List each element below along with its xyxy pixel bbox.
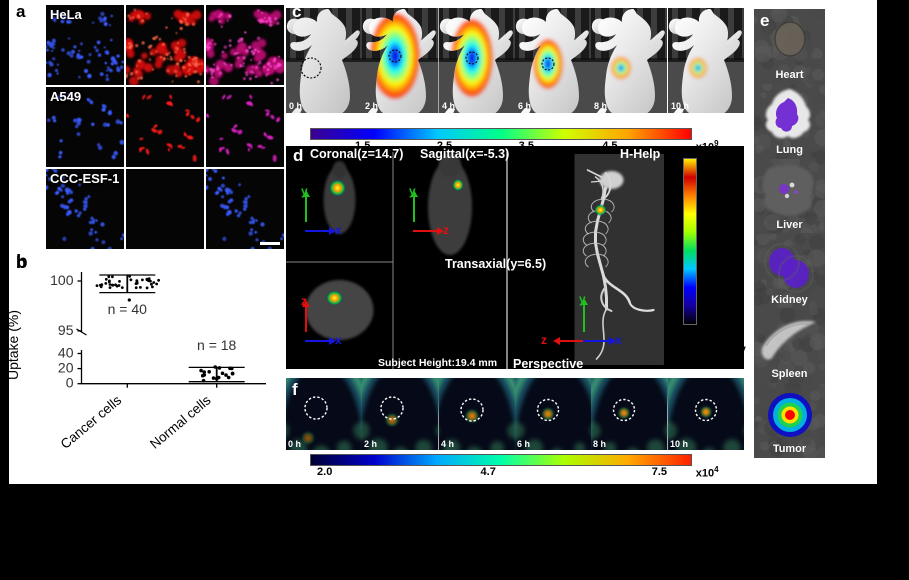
svg-text:n = 40: n = 40	[108, 301, 148, 317]
svg-text:2 h: 2 h	[364, 439, 377, 449]
svg-text:10 h: 10 h	[670, 439, 688, 449]
svg-text:0: 0	[66, 375, 74, 391]
svg-text:6 h: 6 h	[517, 439, 530, 449]
svg-text:0 h: 0 h	[289, 101, 302, 111]
svg-text:2 h: 2 h	[365, 101, 378, 111]
svg-text:Normal cells: Normal cells	[147, 392, 214, 451]
svg-text:8 h: 8 h	[593, 439, 606, 449]
svg-text:Tumor: Tumor	[773, 443, 807, 455]
svg-text:6 h: 6 h	[518, 101, 531, 111]
svg-text:20: 20	[58, 360, 74, 376]
svg-text:95: 95	[58, 322, 74, 338]
svg-text:Lung: Lung	[776, 144, 803, 156]
svg-text:40: 40	[58, 345, 74, 361]
svg-text:Cancer cells: Cancer cells	[58, 392, 125, 451]
svg-text:Spleen: Spleen	[771, 368, 807, 380]
svg-text:10 h: 10 h	[670, 101, 688, 111]
svg-text:4 h: 4 h	[442, 101, 455, 111]
svg-text:0 h: 0 h	[288, 439, 301, 449]
svg-text:Kidney: Kidney	[771, 293, 809, 305]
svg-text:4 h: 4 h	[441, 439, 454, 449]
svg-text:n = 18: n = 18	[197, 337, 237, 353]
svg-text:Heart: Heart	[775, 69, 803, 81]
svg-text:100: 100	[50, 272, 74, 288]
svg-text:8 h: 8 h	[594, 101, 607, 111]
svg-text:Liver: Liver	[776, 218, 803, 230]
